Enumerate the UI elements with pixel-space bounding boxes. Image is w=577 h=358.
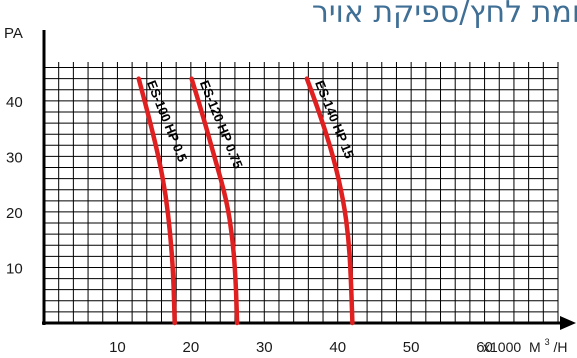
curve-series-2 bbox=[189, 76, 240, 326]
x-axis-label-sup: 3 bbox=[545, 337, 550, 347]
curve-series-1 bbox=[136, 76, 177, 326]
curves bbox=[136, 76, 355, 326]
x-tick-label: 20 bbox=[183, 339, 200, 356]
chart-title: עקומת לחץ/ספיקת אויר bbox=[312, 0, 577, 30]
x-tick-label: 10 bbox=[109, 339, 126, 356]
x-axis-label: x1000 M 3 /H bbox=[483, 332, 568, 355]
x-axis-label-unit: M bbox=[529, 339, 541, 355]
x-tick-label: 30 bbox=[256, 339, 273, 356]
y-tick-label: 30 bbox=[6, 149, 23, 166]
y-tick-label: 20 bbox=[6, 205, 23, 222]
y-tick-label: 10 bbox=[6, 260, 23, 277]
curve-series-3 bbox=[304, 76, 355, 326]
x-tick-label: 40 bbox=[329, 339, 346, 356]
y-tick-label: 40 bbox=[6, 94, 23, 111]
x-tick-label: 50 bbox=[403, 339, 420, 356]
x-axis-label-prefix: x1000 bbox=[483, 339, 521, 355]
tick-labels: 10 20 30 40 50 60 10 20 30 40 bbox=[6, 94, 493, 356]
x-axis-arrow bbox=[560, 316, 576, 330]
axes bbox=[42, 30, 576, 330]
grid bbox=[44, 62, 559, 323]
y-axis-label: PA bbox=[4, 25, 23, 42]
x-tick-label: 60 bbox=[476, 339, 493, 356]
x-axis-label-suffix: /H bbox=[554, 339, 568, 355]
curve-label-series-3: ES-140 HP 15 bbox=[312, 78, 357, 160]
